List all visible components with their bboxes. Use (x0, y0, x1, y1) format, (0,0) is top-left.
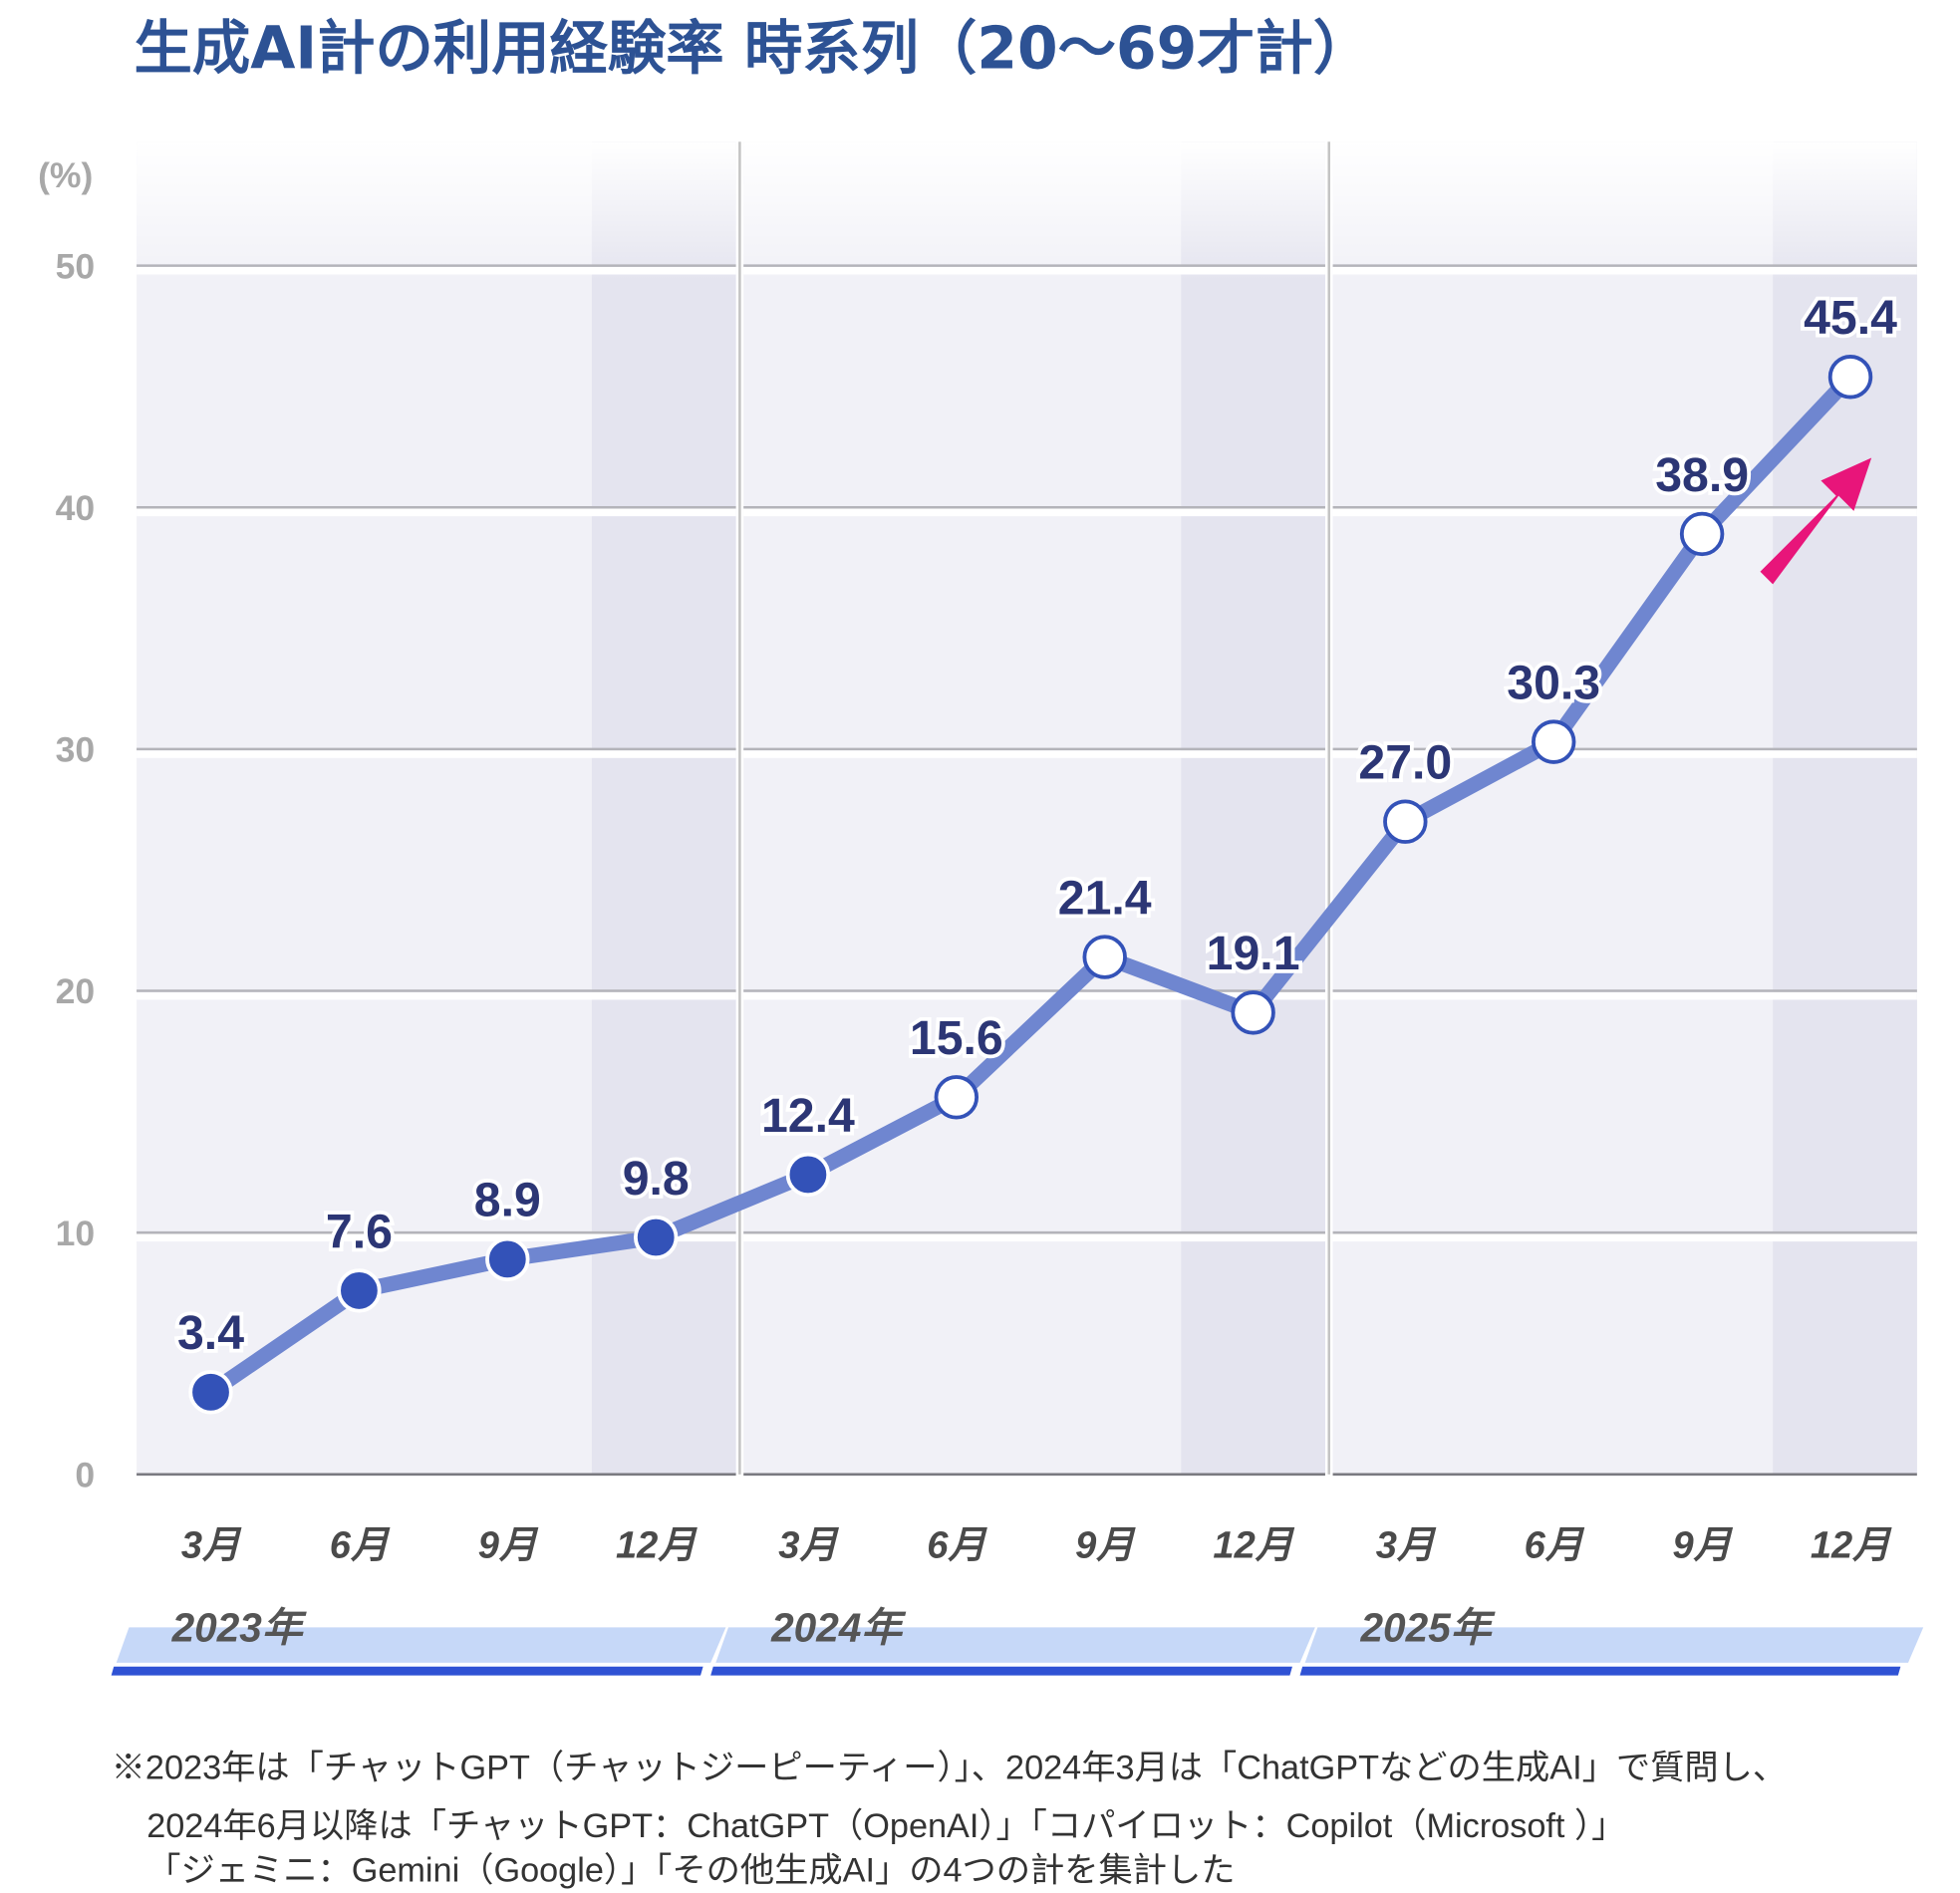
x-tick-label: 6月 (1525, 1525, 1585, 1567)
data-point (1383, 799, 1428, 844)
x-tick-label: 3月 (181, 1525, 242, 1567)
data-label: 9.8 (623, 1152, 690, 1206)
data-point (485, 1236, 530, 1282)
gridline-gap (743, 750, 1325, 758)
year-band (1304, 1627, 1924, 1663)
y-tick-label: 40 (56, 488, 96, 528)
x-tick-label: 6月 (927, 1525, 987, 1567)
gridline-gap (137, 1476, 736, 1484)
top-fade (743, 141, 1325, 281)
data-point (1082, 935, 1127, 979)
data-point (188, 1370, 233, 1415)
x-tick-label: 3月 (1376, 1525, 1437, 1567)
top-fade (137, 141, 736, 281)
y-tick-label: 30 (56, 730, 96, 770)
year-label: 2023年 (171, 1604, 307, 1650)
quarter-highlight (1181, 141, 1325, 1475)
year-bar (1299, 1666, 1901, 1676)
gridline-gap (743, 508, 1325, 517)
top-fade (1332, 141, 1917, 281)
y-axis-unit: (%) (38, 155, 93, 195)
gridline-gap (743, 1476, 1325, 1484)
quarter-highlight (591, 141, 736, 1475)
footnote-line: 2024年6月以降は「チャットGPT：ChatGPT（OpenAI）」「コパイロ… (146, 1807, 1625, 1845)
footnote-line: 「ジェミニ：Gemini（Google）」「その他生成AI」の4つの計を集計した (146, 1851, 1235, 1889)
gridline-gap (137, 508, 736, 517)
data-label: 27.0 (1358, 736, 1452, 790)
data-label: 45.4 (1804, 291, 1897, 345)
data-label: 3.4 (177, 1306, 244, 1360)
gridline-gap (1332, 1233, 1917, 1242)
data-point (1231, 990, 1275, 1035)
data-label: 21.4 (1058, 871, 1152, 925)
data-label: 38.9 (1655, 448, 1749, 502)
gridline-gap (137, 1233, 736, 1242)
gridline-gap (743, 266, 1325, 275)
data-label: 7.6 (326, 1205, 393, 1258)
year-label: 2025年 (1359, 1604, 1495, 1650)
x-tick-label: 6月 (330, 1525, 391, 1567)
year-band (715, 1627, 1315, 1663)
gridline-gap (743, 1233, 1325, 1242)
data-point (1679, 511, 1725, 557)
gridline-gap (1332, 991, 1917, 1000)
x-tick-label: 9月 (1075, 1525, 1136, 1567)
data-label: 15.6 (910, 1011, 1003, 1065)
data-label: 12.4 (761, 1089, 855, 1143)
data-label: 19.1 (1207, 927, 1300, 980)
data-label: 30.3 (1507, 656, 1600, 709)
gridline-gap (137, 266, 736, 275)
data-point (337, 1268, 382, 1313)
y-tick-label: 0 (75, 1456, 95, 1495)
gridline-gap (1332, 266, 1917, 275)
year-label: 2024年 (770, 1604, 906, 1650)
x-tick-label: 9月 (1673, 1525, 1734, 1567)
gridline-gap (1332, 1476, 1917, 1484)
x-tick-label: 9月 (478, 1525, 539, 1567)
year-band (116, 1627, 726, 1663)
gridline-gap (743, 991, 1325, 1000)
x-tick-label: 3月 (778, 1525, 839, 1567)
gridline-gap (137, 750, 736, 758)
upward-arrow-icon (1760, 457, 1872, 585)
gridline-gap (1332, 508, 1917, 517)
data-point (934, 1075, 980, 1120)
x-tick-label: 12月 (1213, 1525, 1294, 1567)
gridline-gap (137, 991, 736, 1000)
gridline-gap (1332, 750, 1917, 758)
x-tick-label: 12月 (616, 1525, 698, 1567)
y-tick-label: 20 (56, 971, 96, 1011)
series-line (206, 372, 1856, 1399)
data-point (785, 1152, 831, 1198)
year-bar (710, 1666, 1292, 1676)
x-tick-label: 12月 (1811, 1525, 1892, 1567)
chart-title: 生成AI計の利用経験率 時系列（20〜69才計） (135, 15, 1372, 83)
y-tick-label: 10 (56, 1214, 96, 1253)
data-point (633, 1215, 679, 1260)
data-label: 8.9 (474, 1174, 541, 1227)
y-tick-label: 50 (56, 246, 96, 286)
year-bar (111, 1666, 703, 1676)
data-point (1532, 719, 1576, 764)
data-point (1827, 355, 1873, 400)
footnote-line: ※2023年は「チャットGPT（チャットジーピーティー）」、2024年3月は「C… (112, 1750, 1787, 1787)
